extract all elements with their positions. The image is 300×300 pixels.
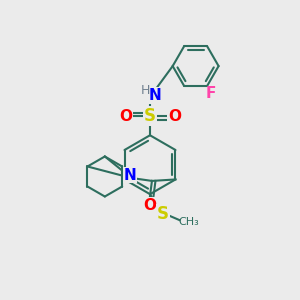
Text: CH₃: CH₃ [178, 217, 199, 226]
Text: S: S [144, 107, 156, 125]
Text: N: N [124, 167, 136, 182]
Text: H: H [141, 84, 150, 97]
Text: O: O [119, 109, 132, 124]
Text: F: F [206, 85, 216, 100]
Text: S: S [157, 205, 169, 223]
Text: O: O [168, 109, 181, 124]
Text: N: N [149, 88, 162, 103]
Text: O: O [144, 198, 157, 213]
